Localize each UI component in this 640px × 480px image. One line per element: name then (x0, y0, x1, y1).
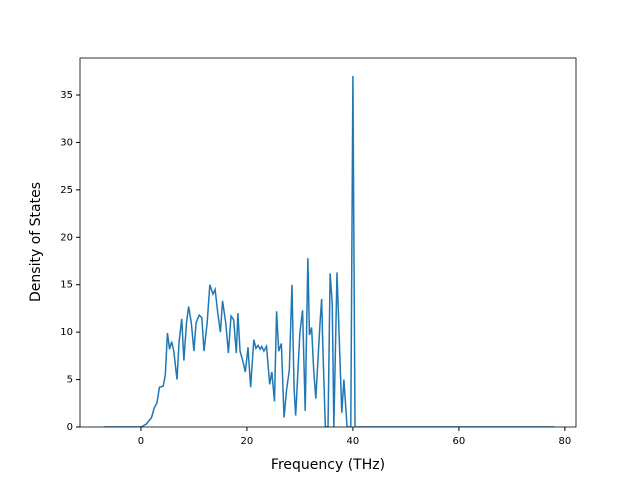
y-tick-label: 10 (60, 327, 73, 338)
x-tick-label: 80 (559, 436, 572, 447)
y-tick-label: 25 (60, 185, 73, 196)
y-tick-label: 15 (60, 280, 73, 291)
y-tick-label: 20 (60, 232, 73, 243)
x-tick-label: 20 (241, 436, 254, 447)
line (103, 76, 555, 427)
x-tick-label: 60 (453, 436, 466, 447)
plot-frame (79, 57, 577, 428)
y-tick-label: 35 (60, 90, 73, 101)
x-axis-label: Frequency (THz) (271, 457, 385, 473)
x-tick-label: 40 (347, 436, 360, 447)
y-tick-label: 5 (67, 375, 73, 386)
y-tick-label: 30 (60, 137, 73, 148)
x-tick-label: 0 (138, 436, 144, 447)
y-tick-label: 0 (67, 422, 73, 433)
y-axis-label: Density of States (28, 182, 44, 302)
